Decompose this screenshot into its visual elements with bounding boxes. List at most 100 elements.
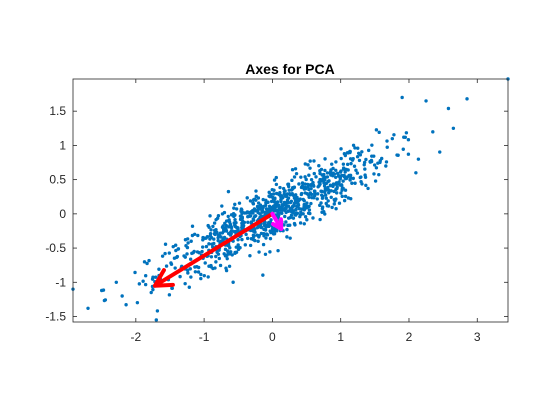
scatter-point (233, 217, 237, 222)
scatter-point (400, 95, 404, 100)
scatter-point (236, 243, 240, 247)
scatter-point (385, 139, 389, 143)
x-tick-label: 0 (269, 330, 276, 344)
scatter-point (319, 193, 324, 197)
scatter-point (312, 159, 316, 163)
scatter-point (331, 166, 335, 171)
scatter-point (228, 233, 233, 237)
scatter-point (307, 173, 311, 177)
scatter-point (264, 232, 269, 236)
scatter-point (251, 233, 256, 237)
scatter-point (207, 242, 211, 246)
scatter-point (171, 244, 175, 249)
scatter-point (190, 233, 195, 238)
scatter-point (164, 264, 169, 268)
scatter-point (332, 202, 336, 206)
scatter-point (238, 217, 243, 222)
scatter-point (339, 156, 343, 161)
scatter-point (283, 189, 287, 193)
y-tick-label: -1 (55, 275, 66, 289)
scatter-point (385, 145, 389, 149)
scatter-point (364, 157, 368, 162)
scatter-point (151, 275, 155, 279)
scatter-point (147, 258, 151, 263)
scatter-point (233, 221, 238, 225)
scatter-point (175, 254, 180, 259)
scatter-point (302, 222, 306, 226)
y-tick-label: -1.5 (45, 310, 66, 324)
scatter-point (285, 198, 290, 202)
scatter-point (167, 251, 171, 255)
scatter-point (267, 204, 272, 209)
scatter-point (245, 196, 249, 200)
scatter-point (256, 239, 260, 243)
scatter-point (188, 257, 193, 261)
scatter-point (370, 143, 374, 147)
pca-vector-2-arrowhead (271, 217, 284, 231)
scatter-point (196, 270, 201, 274)
scatter-point (343, 170, 347, 174)
scatter-point (374, 128, 379, 132)
scatter-point (300, 184, 305, 188)
scatter-point (193, 265, 197, 269)
scatter-point (124, 303, 128, 307)
scatter-point (195, 250, 200, 254)
scatter-point (324, 196, 328, 200)
scatter-point (135, 300, 140, 305)
x-tick-label: 1 (337, 330, 344, 344)
scatter-point (363, 167, 367, 171)
scatter-point (154, 318, 159, 322)
scatter-point (341, 179, 345, 183)
scatter-point (297, 207, 302, 211)
scatter-point (203, 261, 207, 265)
scatter-point (261, 273, 265, 277)
scatter-point (268, 194, 272, 199)
scatter-point (276, 248, 280, 253)
scatter-point (372, 154, 376, 158)
scatter-point (285, 235, 289, 239)
scatter-point (264, 201, 268, 205)
scatter-point (322, 184, 327, 188)
scatter-point (326, 204, 331, 208)
scatter-point (289, 213, 294, 217)
scatter-point (253, 214, 257, 218)
x-tick-label: -1 (199, 330, 210, 344)
scatter-point (307, 187, 311, 192)
scatter-point (282, 192, 286, 196)
pca-vector-1-arrowhead (152, 268, 175, 288)
scatter-point (143, 273, 148, 278)
scatter-point (240, 237, 244, 242)
scatter-point (254, 194, 258, 199)
scatter-point (99, 288, 104, 293)
scatter-point (248, 254, 252, 258)
scatter-point (305, 192, 309, 196)
scatter-point (285, 227, 289, 232)
scatter-point (319, 179, 323, 183)
scatter-point (269, 230, 273, 235)
scatter-point (220, 204, 224, 208)
scatter-point (272, 200, 277, 204)
scatter-point (280, 208, 285, 212)
scatter-point (267, 190, 271, 195)
scatter-point (265, 208, 270, 212)
scatter-point (133, 270, 137, 275)
scatter-point (249, 214, 253, 218)
scatter-point (220, 225, 225, 229)
scatter-point (143, 282, 148, 287)
scatter-point (355, 155, 360, 159)
scatter-point (234, 229, 238, 234)
scatter-point (157, 267, 161, 271)
y-tick-label: 0.5 (49, 173, 66, 187)
scatter-point (240, 225, 244, 230)
scatter-point (183, 281, 187, 286)
y-tick-label: -0.5 (45, 241, 66, 255)
scatter-point (343, 194, 348, 199)
scatter-point (346, 168, 350, 172)
scatter-point (186, 241, 190, 245)
scatter-point (182, 254, 186, 258)
scatter-point (342, 175, 347, 179)
chart-title: Axes for PCA (245, 61, 334, 77)
scatter-point (271, 192, 276, 196)
y-tick-label: 1.5 (49, 104, 66, 118)
scatter-point (155, 309, 160, 313)
